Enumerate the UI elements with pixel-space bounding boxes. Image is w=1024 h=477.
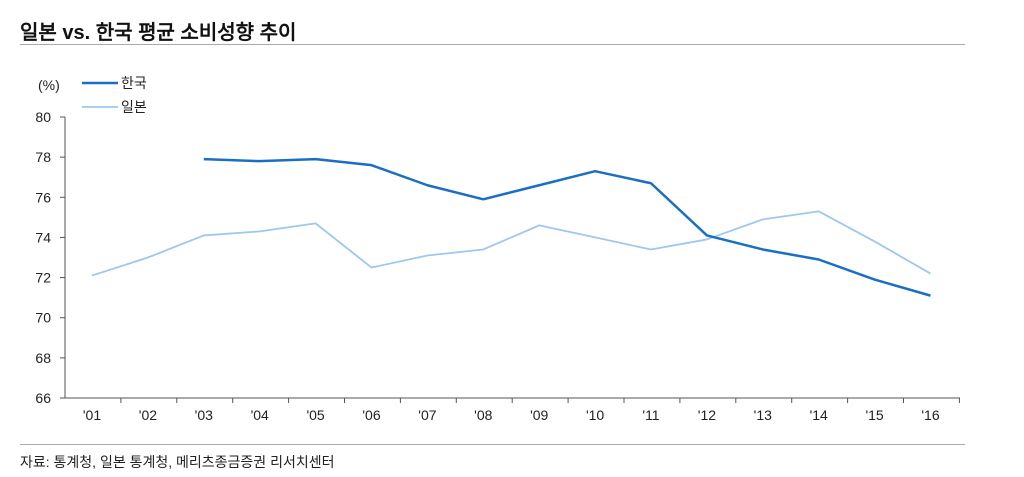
y-tick-label: 66 [35, 390, 51, 406]
title-divider [20, 44, 965, 45]
legend-label: 일본 [121, 99, 147, 115]
x-tick-label: '16 [921, 407, 939, 423]
y-tick-label: 76 [35, 189, 51, 205]
x-tick-label: '11 [642, 407, 659, 423]
legend-label: 한국 [121, 75, 147, 91]
line-chart: 80 78 76 74 72 70 68 66 '01 '02 '03 '04 '05 '06 '07 '08… [35, 75, 960, 423]
y-tick-label: 70 [35, 310, 51, 326]
x-tick-label: '10 [586, 407, 604, 423]
source-note: 자료: 통계청, 일본 통계청, 메리츠종금증권 리서치센터 [20, 454, 335, 470]
x-tick-label: '08 [474, 407, 492, 423]
x-tick-label: '15 [865, 407, 883, 423]
y-tick-label: 72 [35, 270, 51, 286]
x-tick-label: '09 [530, 407, 548, 423]
y-tick-label: 68 [35, 350, 51, 366]
y-tick-label: 78 [35, 149, 51, 165]
x-tick-label: '02 [139, 407, 157, 423]
x-tick-label: '04 [251, 407, 269, 423]
series-line-japan [91, 210, 931, 277]
x-tick-label: '01 [83, 407, 101, 423]
y-tick-label: 74 [35, 229, 51, 245]
x-tick-label: '13 [754, 407, 772, 423]
x-tick-label: '07 [418, 407, 436, 423]
y-axis-unit: (%) [38, 77, 60, 93]
x-tick-label: '03 [195, 407, 213, 423]
chart-title: 일본 vs. 한국 평균 소비성향 추이 [20, 22, 297, 44]
x-tick-label: '05 [306, 407, 324, 423]
x-tick-label: '12 [698, 407, 716, 423]
y-tick-label: 80 [35, 109, 51, 125]
source-divider [20, 444, 965, 445]
x-tick-label: '14 [810, 407, 828, 423]
series-line-korea [203, 157, 931, 297]
x-tick-label: '06 [362, 407, 380, 423]
